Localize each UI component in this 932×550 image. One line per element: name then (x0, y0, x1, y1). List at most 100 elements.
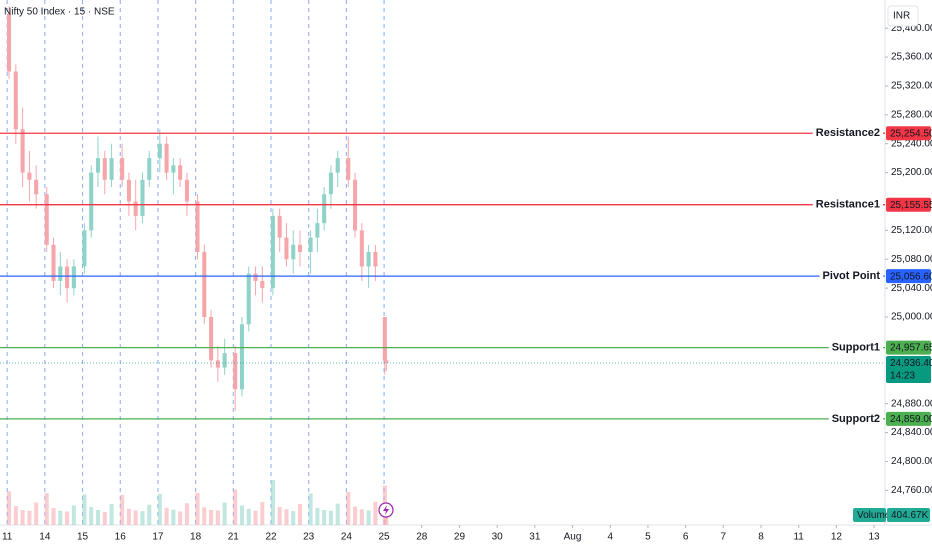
volume-bar (184, 503, 189, 525)
volume-bar (328, 510, 333, 525)
volume-bar (315, 508, 320, 525)
level-price-box (886, 340, 931, 355)
volume-bar (44, 493, 49, 525)
x-tick-label: 5 (645, 532, 651, 543)
volume-bar (140, 511, 145, 525)
volume-bar (171, 509, 176, 525)
candle-body (322, 194, 327, 224)
x-tick-label: 12 (831, 532, 843, 543)
volume-bar (13, 506, 18, 525)
volume-bar (291, 511, 296, 525)
volume-bar (215, 510, 220, 525)
candle-body (373, 252, 378, 267)
y-tick-label: 25,200.00 (891, 167, 932, 178)
x-tick-label: 31 (529, 532, 541, 543)
x-tick-label: 18 (190, 532, 202, 543)
level-price-box (886, 269, 931, 284)
currency-box[interactable] (887, 5, 919, 27)
x-tick-label: Aug (564, 532, 582, 543)
y-tick-label: 25,280.00 (891, 109, 932, 120)
volume-bar (58, 510, 63, 525)
candle-body (209, 317, 214, 361)
x-tick-label: 29 (454, 532, 466, 543)
level-name: Resistance2 (816, 127, 880, 139)
x-tick-label: 7 (721, 532, 727, 543)
candle-body (82, 230, 87, 267)
level-price: 24,957.65 (890, 343, 932, 354)
level-price-box (886, 126, 931, 141)
level-name: Resistance1 (816, 199, 880, 211)
candle-body (202, 252, 207, 318)
candle-body (133, 201, 138, 216)
volume-legend-box (853, 508, 886, 522)
chart-title: Nifty 50 Index · 15 · NSE (4, 7, 115, 18)
volume-bar (297, 504, 303, 525)
volume-bar (233, 489, 238, 525)
level-name-bg (828, 340, 883, 355)
volume-legend-name: Volume (857, 510, 891, 521)
y-tick-label: 25,320.00 (891, 81, 932, 92)
y-tick-label: 25,080.00 (891, 254, 932, 265)
candle-body (366, 252, 371, 267)
volume-bar (7, 491, 12, 525)
level-price: 25,254.50 (890, 128, 932, 139)
volume-bar (270, 480, 275, 525)
volume-bar (34, 502, 39, 525)
x-tick-label: 17 (152, 532, 164, 543)
x-tick-label: 24 (341, 532, 353, 543)
x-tick-label: 6 (683, 532, 689, 543)
volume-bar (109, 504, 114, 525)
level-name-bg (812, 197, 883, 212)
candle-body (253, 273, 258, 281)
volume-bar (120, 495, 125, 525)
level-price: 24,859.00 (890, 414, 932, 425)
volume-bar (164, 507, 169, 525)
volume-bar (102, 511, 107, 525)
last-price-box (886, 355, 931, 383)
candle-body (102, 158, 107, 180)
volume-bar (178, 511, 183, 525)
x-tick-label: 14 (39, 532, 51, 543)
y-tick-label: 24,760.00 (891, 485, 932, 496)
level-name: Support2 (832, 413, 880, 425)
candle-body (335, 158, 340, 173)
volume-bar (246, 508, 251, 525)
volume-bar (209, 510, 214, 525)
candle-body (382, 317, 387, 361)
candle-body (13, 71, 18, 130)
x-tick-label: 16 (115, 532, 127, 543)
x-tick-label: 25 (379, 532, 391, 543)
countdown: 14:23 (890, 371, 915, 382)
y-tick-label: 25,120.00 (891, 225, 932, 236)
level-name-bg (819, 269, 884, 284)
candle-body (297, 244, 303, 253)
candle-body (51, 244, 56, 281)
candle-body (71, 266, 76, 289)
volume-bar (27, 510, 32, 525)
candle-body (195, 201, 200, 253)
alert-icon[interactable] (378, 502, 394, 518)
last-price: 24,936.40 (890, 358, 932, 369)
candle-body (270, 215, 275, 289)
volume-bar (147, 504, 152, 525)
volume-bar (65, 511, 70, 525)
level-name: Support1 (832, 342, 880, 354)
volume-value: 404.67K (891, 510, 929, 521)
x-tick-label: 8 (758, 532, 764, 543)
candle-body (359, 230, 364, 267)
currency[interactable]: INR (893, 11, 910, 22)
x-tick-label: 4 (607, 532, 613, 543)
level-name-bg (812, 126, 883, 141)
candle-body (277, 215, 282, 238)
level-name: Pivot Point (823, 270, 881, 282)
volume-bar (359, 509, 364, 525)
candle-body (308, 237, 313, 253)
y-tick-label: 24,840.00 (891, 427, 932, 438)
volume-bar (322, 510, 327, 525)
volume-bar (133, 510, 138, 525)
candle-body (184, 179, 189, 202)
x-tick-label: 30 (492, 532, 504, 543)
